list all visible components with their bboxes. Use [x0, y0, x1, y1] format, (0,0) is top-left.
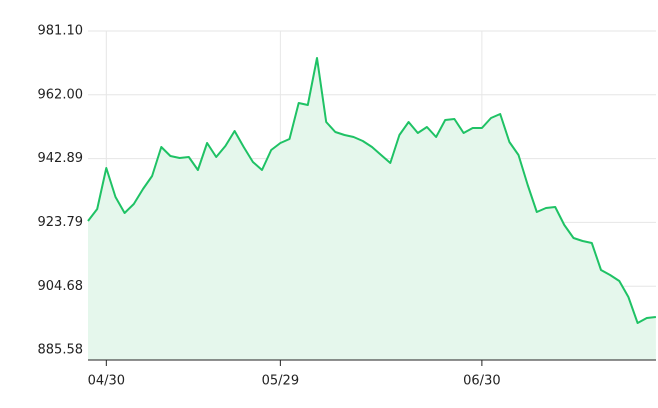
- x-tick-label: 06/30: [463, 374, 500, 389]
- x-tick-label: 05/29: [262, 374, 299, 389]
- y-tick-label: 885.58: [38, 343, 84, 358]
- y-tick-label: 904.68: [38, 279, 84, 294]
- y-tick-label: 981.10: [38, 24, 84, 39]
- x-tick-label: 04/30: [88, 374, 125, 389]
- line: [87, 57, 657, 324]
- y-tick-label: 923.79: [38, 215, 84, 230]
- area: [88, 58, 656, 360]
- y-tick-label: 962.00: [38, 87, 84, 102]
- y-tick-label: 942.89: [38, 151, 84, 166]
